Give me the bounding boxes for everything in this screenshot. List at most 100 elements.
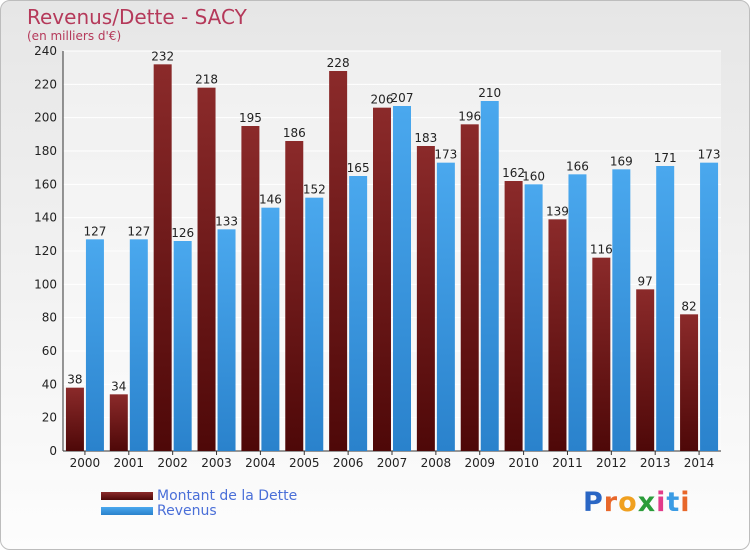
- x-tick-label: 2013: [640, 456, 671, 470]
- y-tick-label: 60: [42, 344, 57, 358]
- y-tick-label: 20: [42, 411, 57, 425]
- y-tick-label: 200: [34, 111, 57, 125]
- bar-revenus: [261, 207, 280, 451]
- value-label-revenus: 169: [610, 154, 633, 168]
- y-tick-label: 40: [42, 377, 57, 391]
- value-label-dette: 97: [638, 274, 653, 288]
- value-label-revenus: 207: [391, 91, 414, 105]
- y-tick-label: 220: [34, 77, 57, 91]
- bar-dette: [373, 107, 391, 452]
- bar-dette: [329, 71, 348, 451]
- value-label-revenus: 166: [566, 159, 589, 173]
- x-tick-label: 2007: [377, 456, 408, 470]
- bar-dette: [548, 219, 567, 451]
- value-label-dette: 186: [283, 126, 306, 140]
- chart-title: Revenus/Dette - SACY: [27, 5, 247, 29]
- bar-revenus: [217, 229, 236, 451]
- legend-swatch-dette: [101, 492, 153, 500]
- y-tick-label: 140: [34, 211, 57, 225]
- value-label-dette: 195: [239, 111, 262, 125]
- bar-revenus: [129, 239, 148, 451]
- x-tick-label: 2002: [157, 456, 188, 470]
- value-label-revenus: 173: [698, 148, 721, 162]
- y-tick-label: 100: [34, 277, 57, 291]
- bar-revenus: [656, 166, 675, 451]
- legend-item-dette: Montant de la Dette: [101, 488, 297, 504]
- x-tick-label: 2009: [464, 456, 495, 470]
- legend-label-revenus: Revenus: [157, 503, 217, 519]
- y-tick-label: 160: [34, 177, 57, 191]
- logo-letter: i: [656, 487, 667, 518]
- value-label-revenus: 173: [434, 148, 457, 162]
- proxiti-logo: Proxiti: [583, 487, 691, 518]
- logo-letter: P: [583, 487, 604, 518]
- legend-swatch-revenus: [101, 507, 153, 515]
- value-label-revenus: 126: [171, 226, 194, 240]
- value-label-revenus: 127: [83, 224, 106, 238]
- logo-letter: i: [680, 487, 691, 518]
- value-label-dette: 162: [502, 166, 525, 180]
- x-tick-label: 2011: [552, 456, 583, 470]
- x-tick-label: 2001: [114, 456, 145, 470]
- x-tick-label: 2008: [421, 456, 452, 470]
- value-label-revenus: 165: [347, 161, 370, 175]
- bar-revenus: [85, 239, 104, 451]
- bar-revenus: [173, 241, 192, 451]
- bar-revenus: [568, 174, 587, 452]
- bar-dette: [153, 64, 172, 452]
- chart-subtitle: (en milliers d'€): [27, 29, 122, 43]
- value-label-dette: 206: [371, 93, 394, 107]
- bar-dette: [109, 394, 128, 451]
- x-tick-label: 2004: [245, 456, 276, 470]
- bar-dette: [65, 387, 84, 451]
- bar-revenus: [612, 169, 631, 452]
- x-tick-label: 2006: [333, 456, 364, 470]
- logo-letter: o: [618, 487, 638, 518]
- value-label-dette: 34: [111, 379, 126, 393]
- x-tick-label: 2003: [201, 456, 232, 470]
- value-label-dette: 183: [414, 131, 437, 145]
- y-tick-label: 120: [34, 244, 57, 258]
- bar-dette: [416, 146, 435, 451]
- legend-label-dette: Montant de la Dette: [157, 488, 298, 504]
- legend-item-revenus: Revenus: [101, 503, 217, 519]
- bar-revenus: [700, 162, 719, 451]
- x-tick-label: 2014: [684, 456, 715, 470]
- bar-revenus: [349, 176, 368, 451]
- logo-letter: r: [603, 487, 619, 518]
- value-label-revenus: 133: [215, 214, 238, 228]
- y-tick-label: 240: [34, 44, 57, 58]
- bar-revenus: [305, 197, 324, 451]
- value-label-dette: 38: [67, 373, 82, 387]
- x-tick-label: 2005: [289, 456, 320, 470]
- value-label-revenus: 146: [259, 193, 282, 207]
- value-label-dette: 228: [327, 56, 350, 70]
- bar-dette: [241, 126, 260, 451]
- value-label-revenus: 160: [522, 169, 545, 183]
- value-label-dette: 139: [546, 204, 569, 218]
- bar-revenus: [524, 184, 543, 452]
- value-label-dette: 116: [590, 243, 613, 257]
- logo-letter: x: [637, 487, 657, 518]
- value-label-revenus: 127: [127, 224, 150, 238]
- y-tick-label: 0: [49, 444, 57, 458]
- bar-dette: [285, 141, 304, 451]
- value-label-dette: 218: [195, 73, 218, 87]
- bar-dette: [636, 289, 655, 451]
- bar-revenus: [480, 101, 499, 451]
- value-label-revenus: 152: [303, 183, 326, 197]
- value-label-dette: 82: [681, 299, 696, 313]
- value-label-dette: 196: [458, 109, 481, 123]
- value-label-dette: 232: [151, 49, 174, 63]
- x-tick-label: 2000: [70, 456, 101, 470]
- bar-dette: [197, 87, 216, 452]
- x-tick-label: 2010: [508, 456, 539, 470]
- x-tick-label: 2012: [596, 456, 627, 470]
- y-tick-label: 80: [42, 311, 57, 325]
- bar-revenus: [436, 162, 455, 451]
- bar-dette: [504, 181, 523, 451]
- value-label-revenus: 171: [654, 151, 677, 165]
- logo-letter: t: [666, 487, 681, 518]
- bar-dette: [460, 124, 479, 451]
